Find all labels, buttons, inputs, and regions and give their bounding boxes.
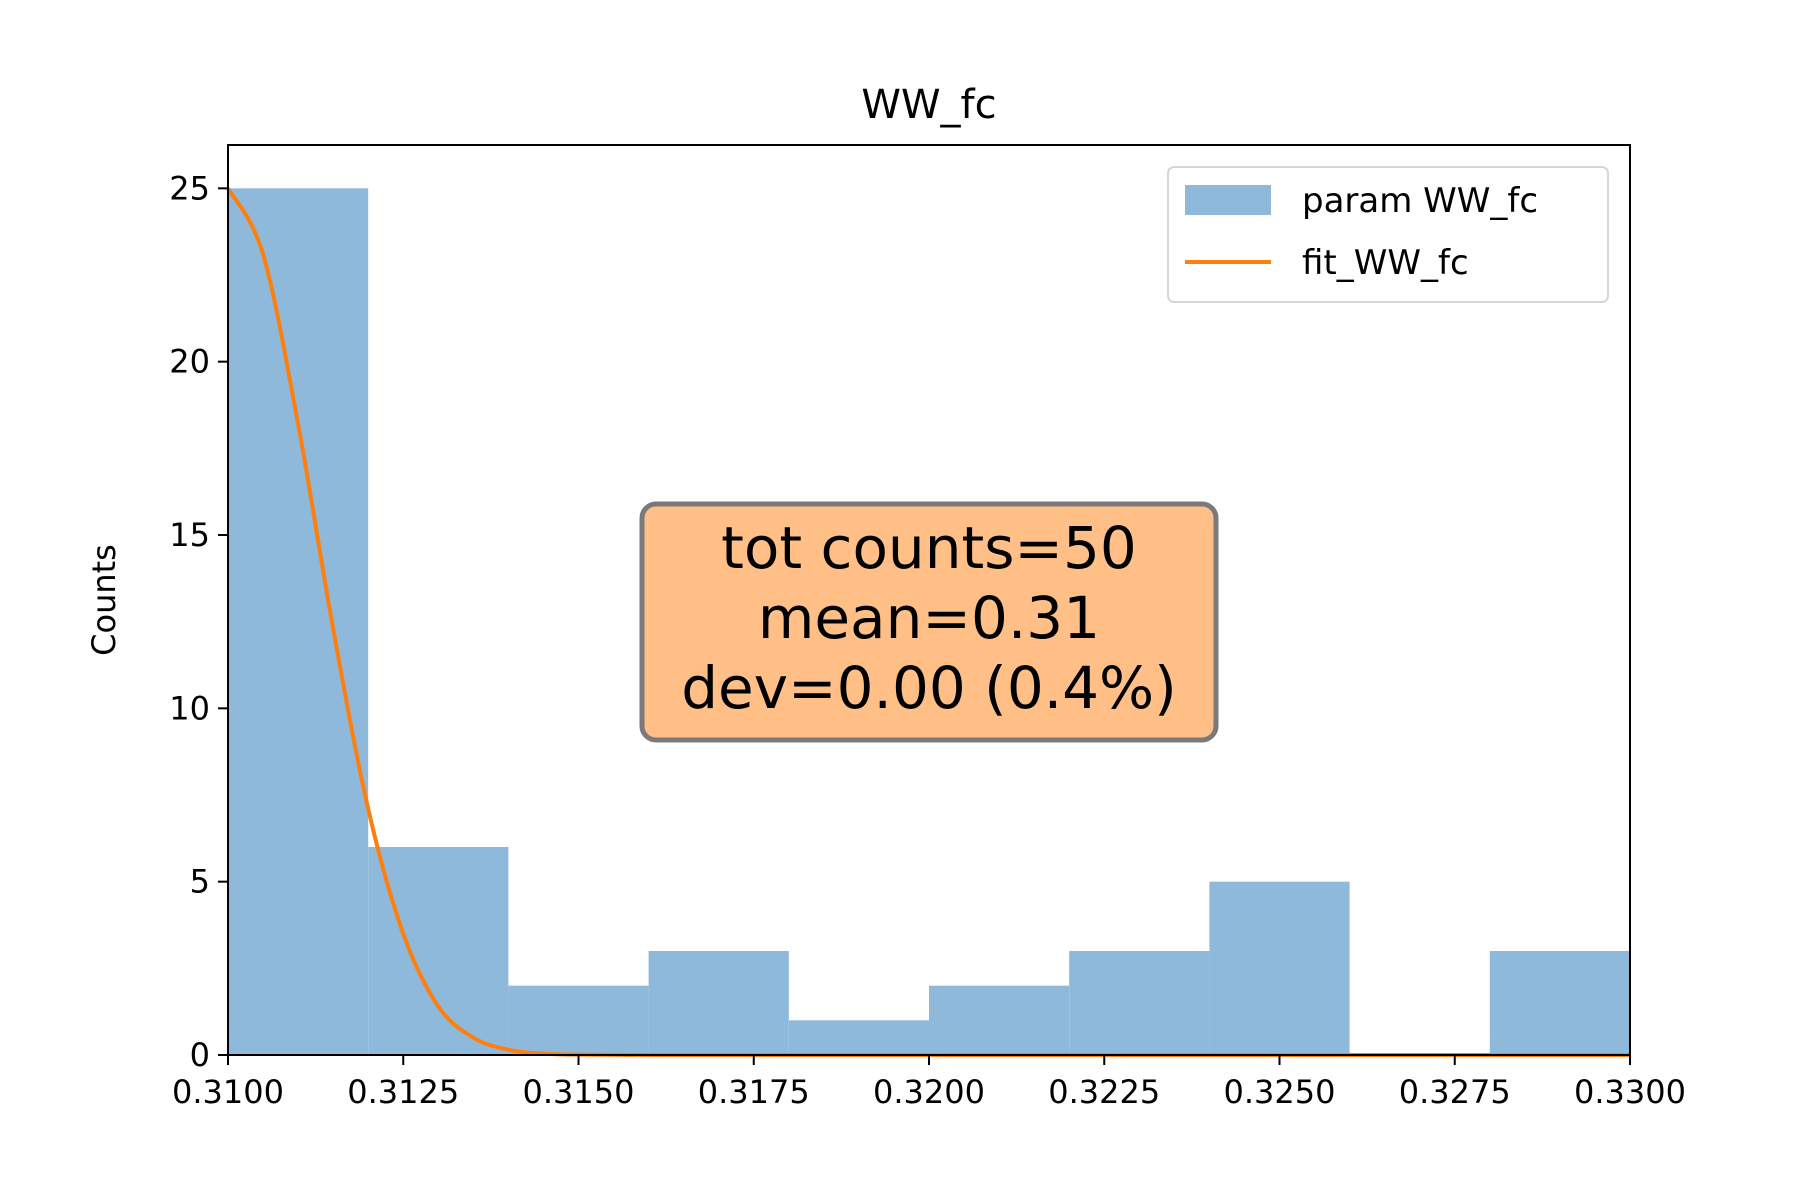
x-tick-label: 0.3225 (1048, 1073, 1160, 1111)
stats-deviation: dev=0.00 (0.4%) (681, 654, 1177, 722)
x-tick-label: 0.3150 (523, 1073, 635, 1111)
legend-label-fit: fit_WW_fc (1302, 243, 1469, 283)
legend-box (1167, 166, 1609, 303)
histogram-bar (1489, 951, 1630, 1055)
x-tick-label: 0.3275 (1399, 1073, 1511, 1111)
y-tick-label: 10 (169, 689, 210, 727)
stats-total-counts: tot counts=50 (721, 514, 1137, 582)
bars-layer (228, 188, 1630, 1056)
y-tick-label: 20 (169, 343, 210, 381)
y-axis: 0 5 10 15 20 25 (169, 169, 228, 1074)
histogram-bar (1209, 881, 1350, 1055)
stats-mean: mean=0.31 (758, 584, 1100, 652)
y-tick-label: 25 (169, 169, 210, 207)
legend-swatch-histogram (1185, 185, 1271, 215)
stats-annotation: tot counts=50 mean=0.31 dev=0.00 (0.4%) (639, 501, 1219, 743)
histogram-bar (228, 188, 369, 1056)
histogram-bar (788, 1020, 929, 1055)
x-tick-label: 0.3200 (873, 1073, 985, 1111)
y-tick-label: 5 (190, 863, 210, 901)
histogram-bar (929, 985, 1070, 1055)
y-axis-label: Counts (85, 544, 123, 656)
legend: param WW_fc fit_WW_fc (1167, 166, 1609, 303)
chart-title: WW_fc (861, 82, 996, 128)
histogram-bar (648, 951, 789, 1055)
legend-label-histogram: param WW_fc (1302, 181, 1538, 221)
histogram-bar (368, 847, 509, 1055)
x-tick-label: 0.3250 (1224, 1073, 1336, 1111)
y-tick-label: 15 (169, 516, 210, 554)
histogram-bar (1069, 951, 1210, 1055)
x-tick-label: 0.3175 (698, 1073, 810, 1111)
histogram-bar (508, 985, 649, 1055)
x-tick-label: 0.3100 (172, 1073, 284, 1111)
x-tick-label: 0.3300 (1574, 1073, 1686, 1111)
x-axis: 0.3100 0.3125 0.3150 0.3175 0.3200 0.3225 0.32… (172, 1055, 1686, 1111)
y-tick-label: 0 (190, 1036, 210, 1074)
stats-box (639, 501, 1219, 743)
x-tick-label: 0.3125 (347, 1073, 459, 1111)
